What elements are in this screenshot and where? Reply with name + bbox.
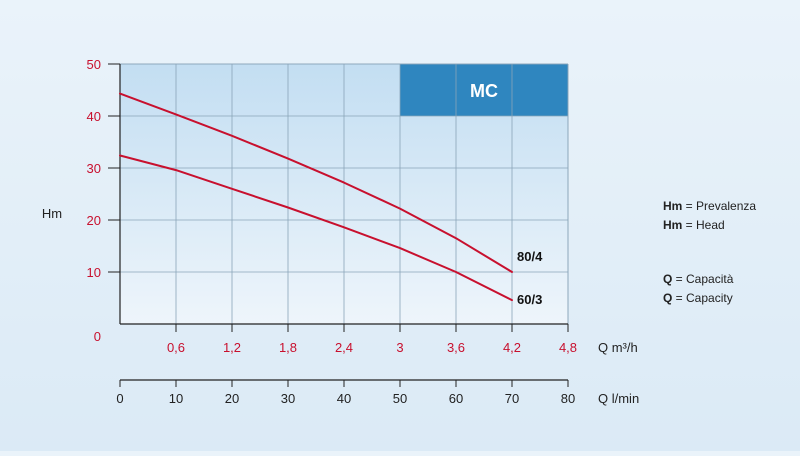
legend-hm-it: Hm = Prevalenza <box>663 199 756 213</box>
secondary-tick-label: 60 <box>449 391 463 406</box>
legend-hm-en: Hm = Head <box>663 218 725 232</box>
secondary-tick-label: 70 <box>505 391 519 406</box>
x-tick-label: 1,8 <box>279 340 297 355</box>
legend-text: = Capacity <box>672 291 733 305</box>
x-tick-label: 4,2 <box>503 340 521 355</box>
x-axis-label: Q m³/h <box>598 340 638 355</box>
secondary-tick-label: 50 <box>393 391 407 406</box>
secondary-tick-label: 20 <box>225 391 239 406</box>
y-tick-label: 40 <box>87 109 101 124</box>
secondary-tick-label: 40 <box>337 391 351 406</box>
x-tick-label: 4,8 <box>559 340 577 355</box>
chart-title: MC <box>470 81 498 101</box>
x-tick-label: 0,6 <box>167 340 185 355</box>
secondary-tick-label: 10 <box>169 391 183 406</box>
y-tick-label: 30 <box>87 161 101 176</box>
secondary-axis-label: Q l/min <box>598 391 639 406</box>
legend-text: = Capacità <box>672 272 734 286</box>
legend-q-it: Q = Capacità <box>663 272 733 286</box>
title-badge <box>400 64 568 116</box>
legend-key: Q <box>663 272 673 286</box>
x-tick-label: 3 <box>396 340 403 355</box>
y-axis-label: Hm <box>42 206 62 221</box>
legend-key: Hm <box>663 199 683 213</box>
secondary-tick-label: 30 <box>281 391 295 406</box>
legend-key: Hm <box>663 218 683 232</box>
x-tick-label: 1,2 <box>223 340 241 355</box>
y-tick-label: 0 <box>94 329 101 344</box>
secondary-tick-label: 80 <box>561 391 575 406</box>
legend-text: = Prevalenza <box>682 199 757 213</box>
legend-q-en: Q = Capacity <box>663 291 733 305</box>
secondary-tick-label: 0 <box>116 391 123 406</box>
x-tick-label: 2,4 <box>335 340 353 355</box>
y-tick-label: 50 <box>87 57 101 72</box>
series-label: 80/4 <box>517 249 543 264</box>
series-line-60-3 <box>119 154 513 302</box>
series-line-80-4 <box>119 92 513 273</box>
x-tick-label: 3,6 <box>447 340 465 355</box>
y-tick-label: 10 <box>87 265 101 280</box>
series-label: 60/3 <box>517 292 542 307</box>
y-tick-label: 20 <box>87 213 101 228</box>
legend-key: Q <box>663 291 673 305</box>
legend-text: = Head <box>682 218 725 232</box>
